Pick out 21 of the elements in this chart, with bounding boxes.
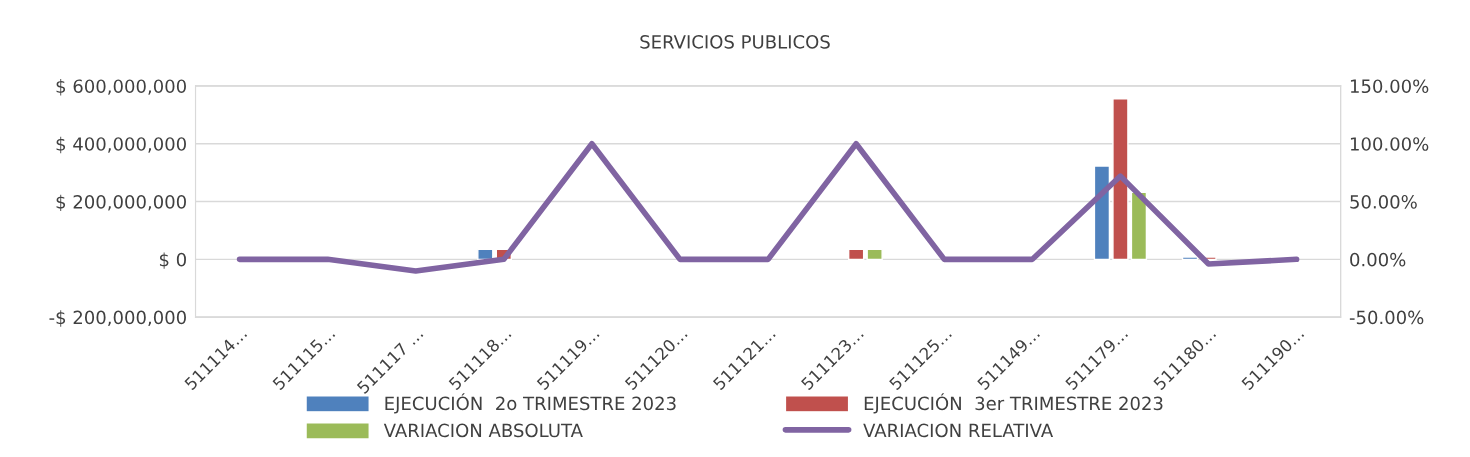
y-tick-label: $ 400,000,000 [56, 136, 186, 154]
y2-tick-label: -50.00% [1349, 310, 1424, 325]
bar [1130, 191, 1148, 261]
y2-tick-label: 0.00% [1350, 252, 1406, 267]
y-tick-label: $ 200,000,000 [56, 194, 186, 212]
legend-label: VARIACION RELATIVA [863, 423, 1054, 438]
legend-label: EJECUCIÓN 3er TRIMESTRE 2023 [864, 393, 1163, 414]
y2-tick-label: 100.00% [1350, 137, 1429, 151]
y-tick-label: -$ 200,000,000 [49, 310, 186, 327]
y-tick-label: $ 0 [159, 252, 186, 269]
y2-tick-label: 50.00% [1350, 195, 1417, 209]
legend-label: EJECUCIÓN 2o TRIMESTRE 2023 [385, 393, 676, 414]
bar [847, 248, 865, 261]
bar [1181, 256, 1199, 261]
bar [1093, 165, 1111, 261]
legend-label: VARIACION ABSOLUTA [383, 423, 583, 438]
bar [1112, 98, 1129, 261]
chart-title: SERVICIOS PUBLICOS [640, 35, 830, 49]
y-tick-label: $ 600,000,000 [56, 79, 186, 96]
bar [866, 248, 883, 261]
y2-tick-label: 150.00% [1350, 79, 1429, 94]
